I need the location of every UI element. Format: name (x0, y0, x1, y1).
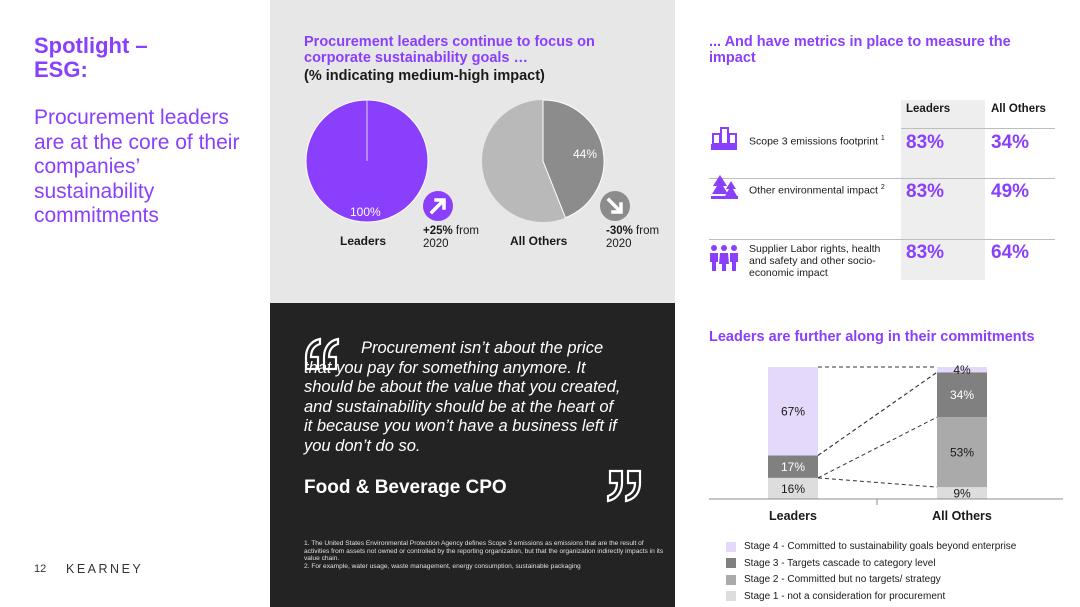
metric-row-label-text: Scope 3 emissions footprint (749, 135, 878, 148)
pie-others-slice (542, 99, 605, 219)
goals-pie-charts (305, 99, 630, 223)
metric-leaders-value: 83% (906, 132, 945, 153)
legend-label: Stage 3 - Targets cascade to category le… (744, 557, 936, 569)
others-change: -30% from 2020 (606, 225, 659, 251)
pie-others-label: All Others (510, 234, 568, 248)
open-quote-icon (304, 337, 340, 371)
up-right-arrow-icon (423, 191, 453, 221)
bar-value-label: 9% (953, 487, 971, 501)
legend-label: Stage 4 - Committed to sustainability go… (744, 541, 1017, 552)
goals-panel: Procurement leaders continue to focus on… (270, 0, 675, 303)
legend-swatch (726, 591, 736, 601)
metrics-col-others: All Others (991, 103, 1046, 115)
stacked-bar-chart: 16% 17% 67% 9% 53% 34% 4% Leaders All Others (709, 363, 1063, 523)
bar-segment (937, 417, 987, 488)
connector-line (817, 477, 938, 488)
metric-others-value: 49% (991, 181, 1030, 202)
others-change-year: 2020 (606, 238, 632, 250)
legend-item: Stage 4 - Committed to sustainability go… (726, 541, 1016, 552)
metric-row-label: Other environmental impact 2 (749, 182, 899, 197)
metric-row-sup: 2 (880, 184, 885, 191)
quote-author: Food & Beverage CPO (304, 477, 507, 498)
metrics-divider (901, 128, 1055, 129)
brand-logo: KEARNEY (66, 562, 144, 576)
bar-segment (937, 372, 987, 418)
bar-value-label: 4% (953, 363, 971, 377)
goals-subtitle: (% indicating medium-high impact) (304, 68, 545, 84)
pie-leaders-label: Leaders (340, 234, 387, 248)
bar-value-label: 34% (950, 388, 974, 402)
people-icon (710, 245, 738, 271)
bar-segment (768, 455, 818, 478)
others-change-pct: -30% (606, 225, 633, 237)
leaders-change: +25% from 2020 (423, 225, 479, 251)
down-right-arrow-icon (600, 191, 630, 221)
stages-panel: Leaders are further along in their commi… (675, 303, 1080, 607)
bar-value-label: 53% (950, 446, 974, 460)
connector-line (817, 416, 938, 479)
pie-leaders-value: 100% (350, 205, 381, 219)
metric-row-label-text: Supplier Labor rights, health and safety… (749, 243, 881, 279)
metric-others-value: 34% (991, 132, 1030, 153)
metric-leaders-value: 83% (906, 181, 945, 202)
metric-row-label-text: Other environmental impact (749, 184, 878, 197)
metrics-title: ... And have metrics in place to measure… (709, 34, 1011, 66)
metric-others-value: 64% (991, 242, 1030, 263)
bar-segment (768, 477, 818, 499)
metrics-panel: ... And have metrics in place to measure… (675, 0, 1080, 303)
footnote-2: 2. For example, water usage, waste manag… (304, 562, 581, 570)
bar-segment (768, 367, 818, 456)
tree-icon (711, 175, 738, 199)
footnote-1: 1. The United States Environmental Prote… (304, 540, 664, 563)
spotlight-subtitle: Procurement leaders are at the core of t… (34, 106, 240, 227)
bar-value-label: 67% (781, 405, 805, 419)
legend-item: Stage 3 - Targets cascade to category le… (726, 558, 1016, 569)
legend-swatch (726, 558, 736, 568)
pie-others-value: 44% (573, 147, 598, 161)
leaders-column-shade (901, 100, 985, 280)
bar-value-label: 17% (781, 460, 805, 474)
bar-segment (937, 367, 987, 373)
others-change-from: from (632, 225, 660, 237)
metric-leaders-value: 83% (906, 242, 945, 263)
legend-swatch (726, 541, 736, 552)
footnotes: 1. The United States Environmental Prote… (304, 540, 669, 570)
legend-item: Stage 1 - not a consideration for procur… (726, 591, 1016, 602)
goals-title: Procurement leaders continue to focus on… (304, 34, 595, 66)
metrics-col-leaders: Leaders (906, 103, 951, 115)
page-number: 12 (34, 563, 47, 575)
leaders-change-pct: +25% (423, 225, 453, 237)
factory-icon (711, 127, 737, 150)
stacked-bar-legend: Stage 4 - Committed to sustainability go… (726, 541, 1016, 607)
metrics-divider (709, 239, 1055, 240)
legend-label: Stage 2 - Committed but no targets/ stra… (744, 574, 941, 585)
stages-title: Leaders are further along in their commi… (709, 329, 1035, 345)
metrics-divider (709, 178, 1055, 179)
quote-panel: Procurement isn’t about the price that y… (270, 303, 675, 607)
bar-value-label: 16% (781, 482, 805, 496)
legend-item: Stage 2 - Committed but no targets/ stra… (726, 574, 1016, 585)
legend-swatch (726, 574, 736, 585)
metric-row-sup: 1 (880, 135, 885, 142)
connector-line (817, 371, 938, 456)
bar-segment (937, 487, 987, 499)
leaders-change-year: 2020 (423, 238, 449, 250)
quote-text: Procurement isn’t about the price that y… (304, 339, 621, 455)
x-tick-label: All Others (932, 509, 992, 523)
leaders-change-from: from (452, 225, 479, 237)
close-quote-icon (606, 469, 642, 503)
spotlight-title: Spotlight – ESG: (34, 33, 148, 82)
metric-row-label: Scope 3 emissions footprint 1 (749, 133, 899, 148)
x-tick-label: Leaders (769, 509, 817, 523)
legend-label: Stage 1 - not a consideration for procur… (744, 590, 946, 602)
